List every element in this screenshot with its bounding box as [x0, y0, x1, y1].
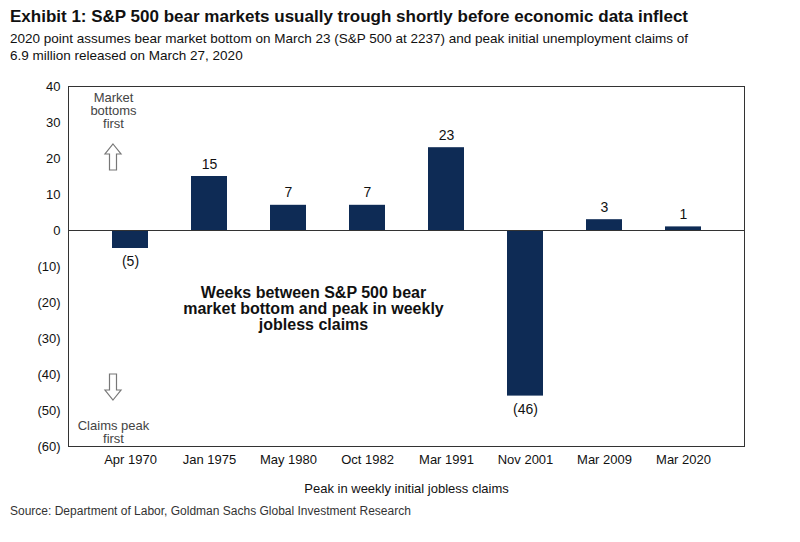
svg-text:23: 23 [439, 127, 455, 143]
svg-text:10: 10 [46, 187, 60, 202]
svg-text:3: 3 [601, 199, 609, 215]
svg-text:(10): (10) [37, 259, 60, 274]
svg-text:15: 15 [202, 156, 218, 172]
svg-text:(46): (46) [513, 401, 538, 417]
svg-text:Nov 2001: Nov 2001 [498, 452, 554, 467]
svg-text:(60): (60) [37, 439, 60, 454]
svg-text:May 1980: May 1980 [260, 452, 317, 467]
svg-text:Mar 1991: Mar 1991 [419, 452, 474, 467]
svg-text:40: 40 [46, 79, 60, 94]
svg-text:(20): (20) [37, 295, 60, 310]
svg-text:(50): (50) [37, 403, 60, 418]
svg-text:(40): (40) [37, 367, 60, 382]
svg-text:Mar 2009: Mar 2009 [577, 452, 632, 467]
svg-text:Mar 2020: Mar 2020 [656, 452, 711, 467]
svg-text:Marketbottomsfirst: Marketbottomsfirst [90, 90, 137, 131]
svg-text:Apr 1970: Apr 1970 [104, 452, 157, 467]
svg-text:(30): (30) [37, 331, 60, 346]
svg-text:(5): (5) [122, 253, 139, 269]
html-text:2020 point assumes bear market: 2020 point assumes bear market bottom on… [10, 31, 689, 63]
svg-text:7: 7 [285, 184, 293, 200]
svg-text:Jan 1975: Jan 1975 [183, 452, 237, 467]
svg-text:Peak in weekly initial jobless: Peak in weekly initial jobless claims [304, 481, 509, 496]
svg-text:0: 0 [53, 223, 60, 238]
svg-text:Claims peakfirst: Claims peakfirst [78, 418, 150, 446]
svg-text:30: 30 [46, 115, 60, 130]
html-text:Source: Department of Labor, G: Source: Department of Labor, Goldman Sac… [10, 504, 411, 518]
svg-text:7: 7 [364, 184, 372, 200]
svg-text:Weeks between S&P 500 bearmark: Weeks between S&P 500 bearmarket bottom … [183, 284, 444, 333]
svg-text:1: 1 [680, 206, 688, 222]
svg-text:20: 20 [46, 151, 60, 166]
svg-text:Oct 1982: Oct 1982 [341, 452, 394, 467]
html-text:Exhibit 1: S&P 500 bear market: Exhibit 1: S&P 500 bear markets usually … [10, 7, 688, 26]
